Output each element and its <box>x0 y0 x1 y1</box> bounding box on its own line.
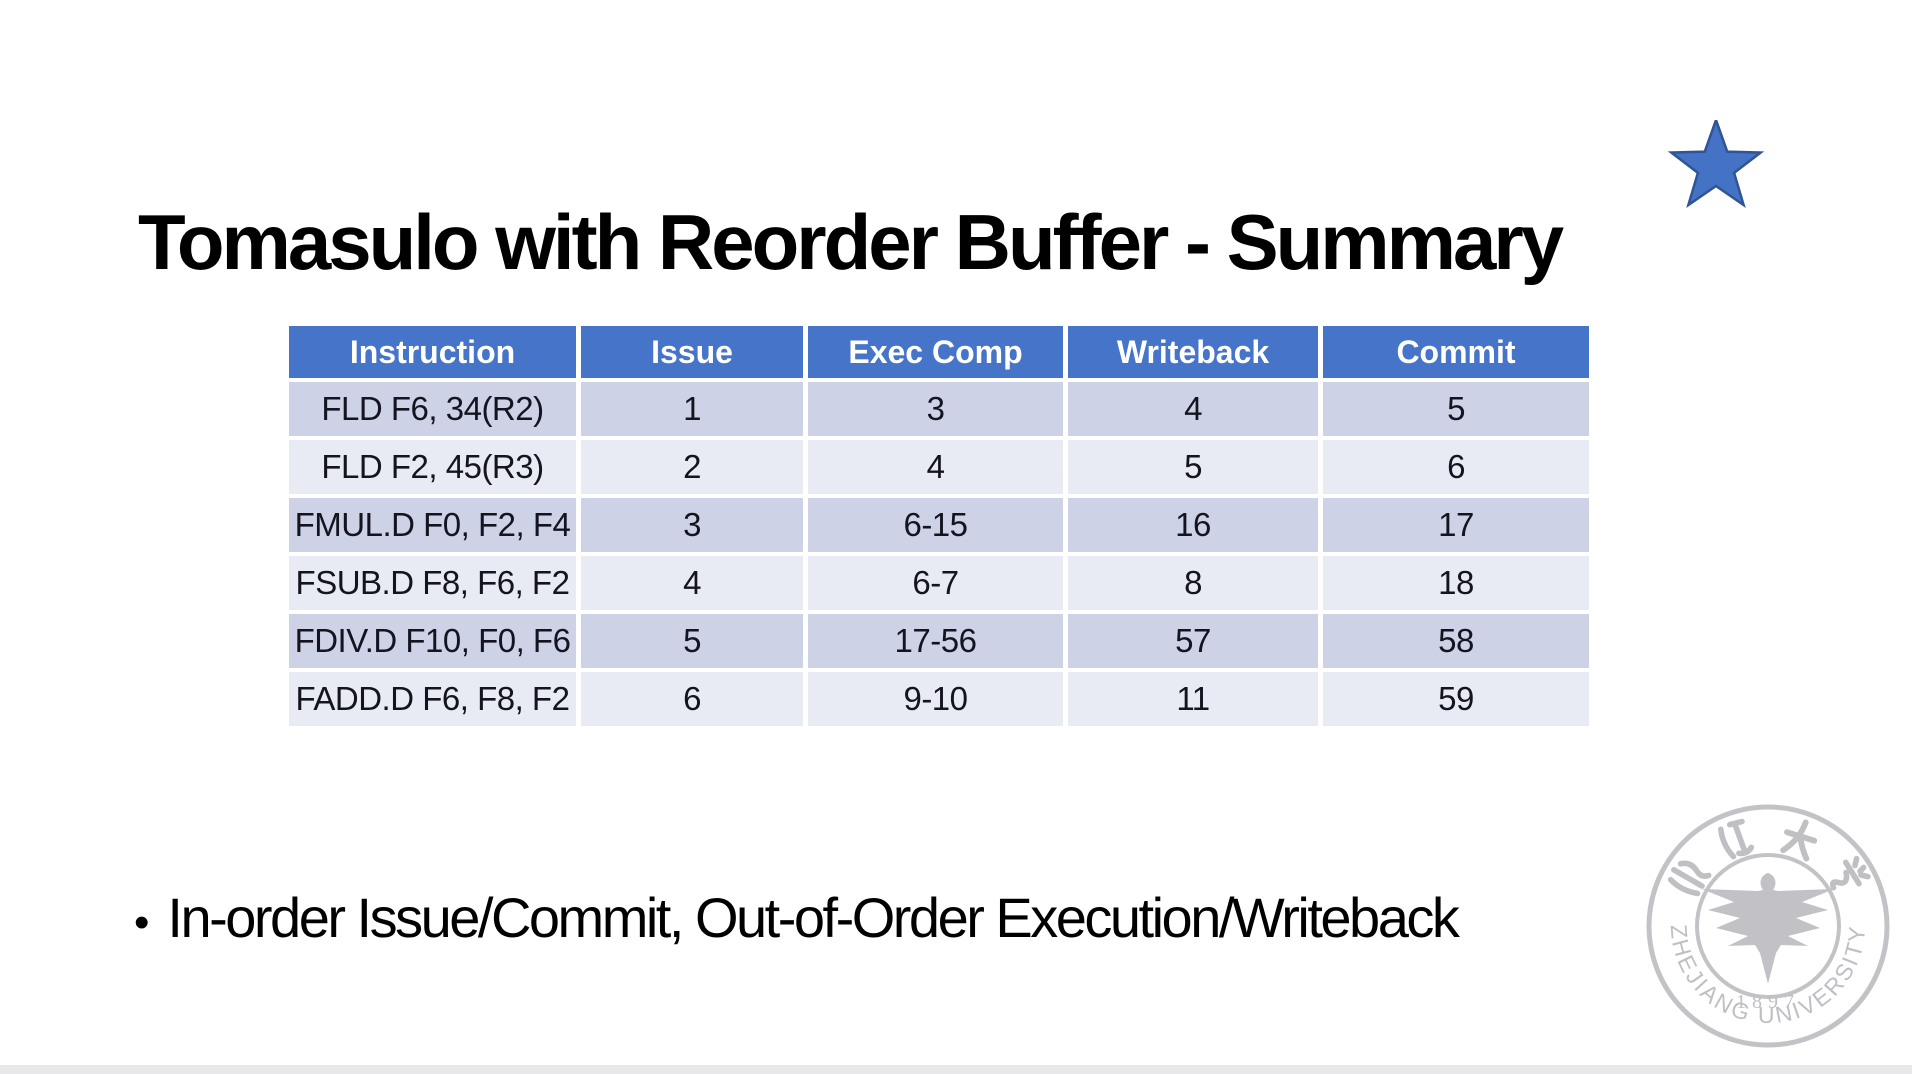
cycle-cell: 6 <box>1318 436 1594 498</box>
bullet-text: In-order Issue/Commit, Out-of-Order Exec… <box>167 886 1459 949</box>
instruction-cell: FDIV.D F10, F0, F6 <box>284 610 581 672</box>
column-header: Instruction <box>284 322 581 382</box>
column-header: Issue <box>576 322 808 382</box>
video-progress-strip <box>0 1065 1912 1074</box>
cycle-cell: 6-15 <box>803 494 1068 556</box>
cycle-cell: 4 <box>803 436 1068 498</box>
cycle-cell: 59 <box>1318 668 1594 730</box>
cycle-cell: 16 <box>1063 494 1323 556</box>
pipeline-summary-table: Instruction Issue Exec Comp Writeback Commit… <box>284 322 1594 730</box>
bullet-marker: • <box>134 898 150 947</box>
cycle-cell: 17 <box>1318 494 1594 556</box>
table-row: FMUL.D F0, F2, F4 3 6-15 16 17 <box>284 494 1594 556</box>
cycle-cell: 3 <box>803 378 1068 440</box>
cycle-cell: 58 <box>1318 610 1594 672</box>
table-row: FLD F6, 34(R2) 1 3 4 5 <box>284 378 1594 440</box>
instruction-cell: FMUL.D F0, F2, F4 <box>284 494 581 556</box>
seal-top-calligraphy <box>1667 818 1871 897</box>
cycle-cell: 18 <box>1318 552 1594 614</box>
cycle-cell: 3 <box>576 494 808 556</box>
instruction-cell: FLD F6, 34(R2) <box>284 378 581 440</box>
cycle-cell: 9-10 <box>803 668 1068 730</box>
cycle-cell: 5 <box>576 610 808 672</box>
seal-year: 1897 <box>1736 991 1800 1013</box>
star-icon <box>1667 120 1765 208</box>
cycle-cell: 17-56 <box>803 610 1068 672</box>
column-header: Exec Comp <box>803 322 1068 382</box>
cycle-cell: 4 <box>576 552 808 614</box>
page-title: Tomasulo with Reorder Buffer - Summary <box>138 198 1564 287</box>
cycle-cell: 2 <box>576 436 808 498</box>
eagle-emblem-icon <box>1702 873 1834 984</box>
instruction-cell: FSUB.D F8, F6, F2 <box>284 552 581 614</box>
table-body: FLD F6, 34(R2) 1 3 4 5 FLD F2, 45(R3) 2 4 5 6 FMUL… <box>284 378 1594 730</box>
table-header-row: Instruction Issue Exec Comp Writeback Commit <box>284 322 1594 382</box>
cycle-cell: 1 <box>576 378 808 440</box>
cycle-cell: 57 <box>1063 610 1323 672</box>
table-row: FSUB.D F8, F6, F2 4 6-7 8 18 <box>284 552 1594 614</box>
table-row: FADD.D F6, F8, F2 6 9-10 11 59 <box>284 668 1594 730</box>
table-row: FDIV.D F10, F0, F6 5 17-56 57 58 <box>284 610 1594 672</box>
cycle-cell: 5 <box>1063 436 1323 498</box>
column-header: Writeback <box>1063 322 1323 382</box>
instruction-cell: FADD.D F6, F8, F2 <box>284 668 581 730</box>
column-header: Commit <box>1318 322 1594 382</box>
cycle-cell: 4 <box>1063 378 1323 440</box>
table-row: FLD F2, 45(R3) 2 4 5 6 <box>284 436 1594 498</box>
cycle-cell: 5 <box>1318 378 1594 440</box>
cycle-cell: 6 <box>576 668 808 730</box>
cycle-cell: 8 <box>1063 552 1323 614</box>
cycle-cell: 11 <box>1063 668 1323 730</box>
bullet-item: • In-order Issue/Commit, Out-of-Order Exe… <box>134 884 1460 951</box>
instruction-cell: FLD F2, 45(R3) <box>284 436 581 498</box>
cycle-cell: 6-7 <box>803 552 1068 614</box>
zhejiang-university-seal-logo: 1897 ZHEJIANG UNIVERSITY <box>1646 804 1890 1048</box>
